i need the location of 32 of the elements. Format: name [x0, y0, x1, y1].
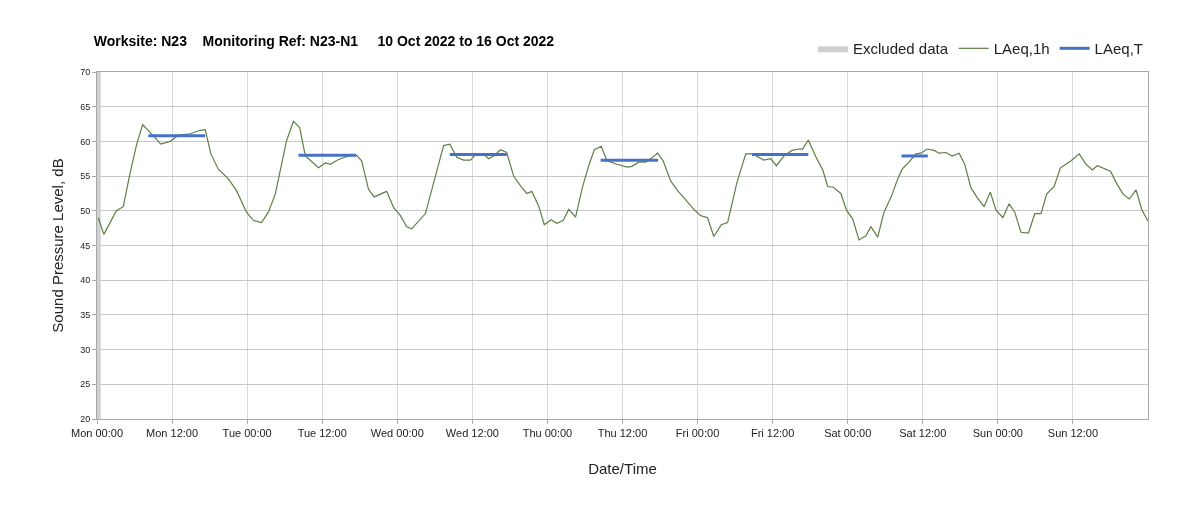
- legend-label: LAeq,T: [1094, 40, 1143, 58]
- x-tick-label: Fri 12:00: [750, 427, 795, 440]
- y-tick-label: 65: [80, 101, 91, 112]
- x-tick-label: Mon 00:00: [71, 427, 123, 440]
- x-tick-label: Wed 00:00: [370, 427, 424, 440]
- x-tick-label: Fri 00:00: [675, 427, 720, 440]
- y-tick-label: 55: [80, 171, 91, 182]
- x-tick-label: Sun 12:00: [1047, 427, 1099, 440]
- y-tick-label: 50: [80, 205, 91, 216]
- x-axis-title: Date/Time: [588, 460, 657, 478]
- x-tick-label: Sun 00:00: [972, 427, 1023, 440]
- x-tick-label: Thu 00:00: [522, 427, 573, 440]
- x-tick-label: Sat 12:00: [899, 427, 947, 440]
- x-tick-label: Tue 00:00: [222, 427, 272, 440]
- y-tick-label: 70: [80, 67, 91, 78]
- line-series: [97, 120, 1148, 241]
- x-tick-label: Sat 00:00: [824, 427, 872, 440]
- y-tick-label: 40: [80, 275, 91, 286]
- x-tick-label: Wed 12:00: [445, 427, 499, 440]
- y-tick-label: 35: [80, 310, 91, 321]
- legend-label: LAeq,1h: [993, 40, 1050, 58]
- chart-title: Worksite: N23 Monitoring Ref: N23-N1 10 Oct 2022 to 16 Oct 2022: [93, 32, 555, 49]
- y-tick-label: 45: [80, 240, 91, 251]
- x-tick-label: Tue 12:00: [297, 427, 347, 440]
- y-tick-label: 20: [80, 414, 91, 425]
- y-tick-label: 25: [80, 379, 91, 390]
- legend-label: Excluded data: [853, 40, 949, 58]
- y-axis-title: Sound Pressure Level, dB: [49, 158, 67, 333]
- y-tick-label: 60: [80, 136, 91, 147]
- x-tick-label: Thu 12:00: [597, 427, 648, 440]
- y-tick-label: 30: [80, 344, 91, 355]
- x-tick-label: Mon 12:00: [146, 427, 199, 440]
